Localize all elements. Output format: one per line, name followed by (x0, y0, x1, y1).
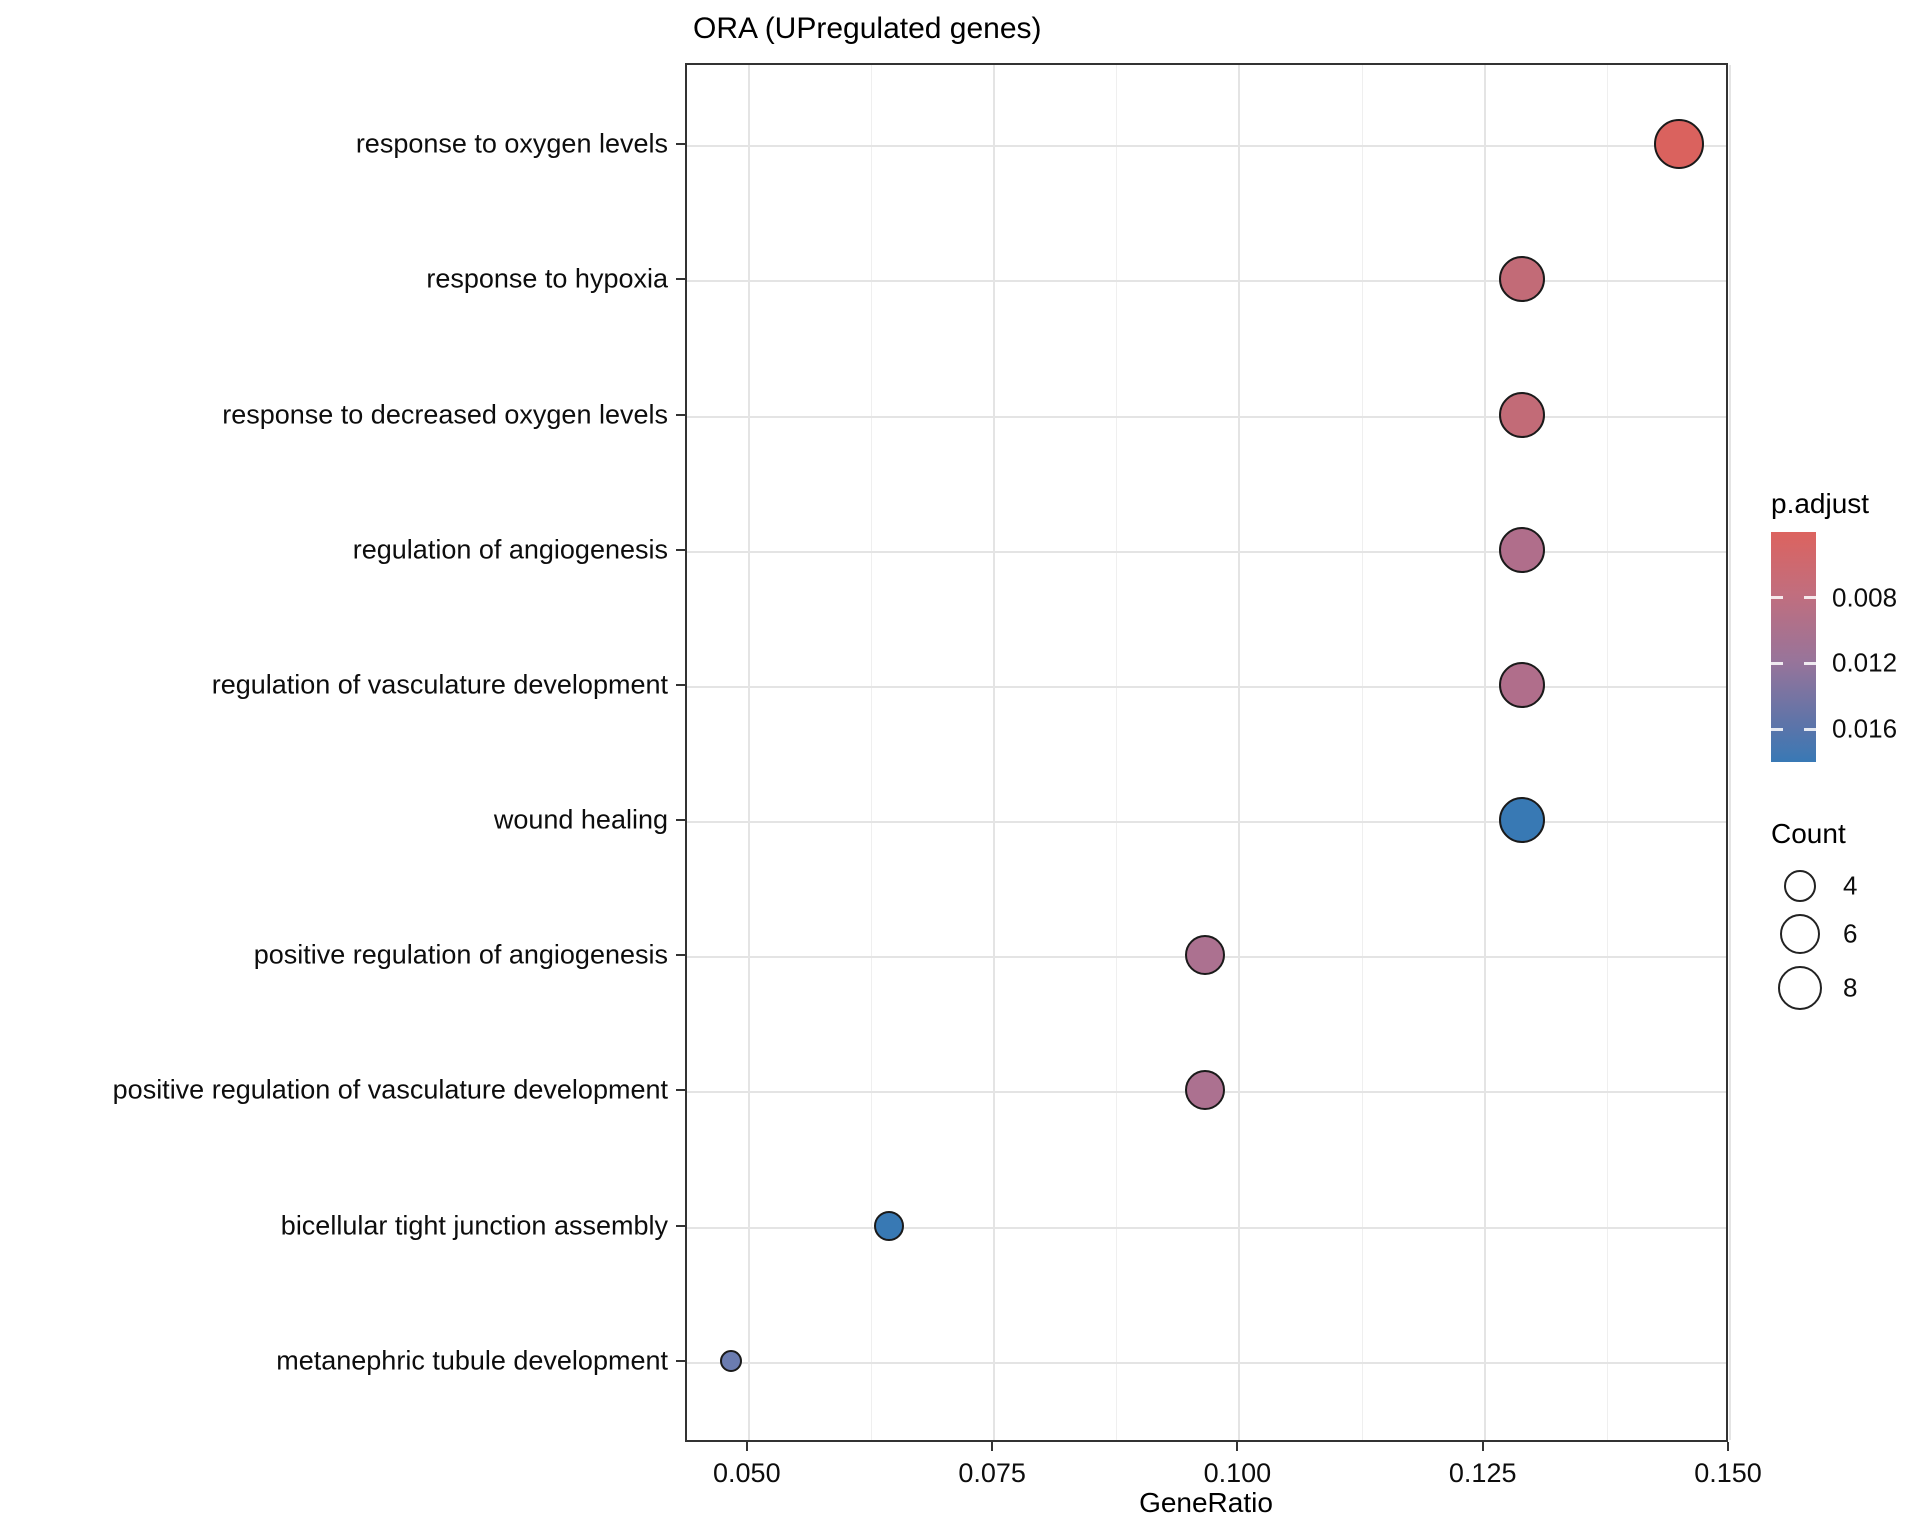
chart-title: ORA (UPregulated genes) (693, 12, 1042, 45)
category-label: regulation of angiogenesis (352, 534, 668, 565)
major-gridline (1483, 65, 1486, 1440)
major-gridline (687, 685, 1726, 688)
colorbar-tick-label: 0.008 (1832, 582, 1898, 613)
plot-panel (685, 63, 1731, 1442)
category-label: bicellular tight junction assembly (280, 1210, 668, 1241)
colorbar-tick (1771, 661, 1783, 665)
x-axis-tick (1236, 1442, 1239, 1451)
data-point (1498, 661, 1545, 708)
category-label: regulation of vasculature development (211, 669, 668, 700)
major-gridline (687, 280, 1726, 283)
major-gridline (993, 65, 996, 1440)
data-point (1498, 391, 1545, 438)
minor-gridline (870, 65, 872, 1440)
colorbar-tick (1804, 661, 1816, 665)
count-legend-label: 8 (1843, 972, 1858, 1003)
minor-gridline (1606, 65, 1608, 1440)
x-tick-label: 0.050 (713, 1458, 781, 1488)
count-legend-circle (1780, 914, 1820, 954)
x-axis-tick (745, 1442, 748, 1451)
category-label: wound healing (493, 804, 668, 835)
data-point (1653, 119, 1704, 170)
major-gridline (687, 415, 1726, 418)
colorbar-tick (1804, 596, 1816, 600)
major-gridline (687, 550, 1726, 553)
major-gridline (1238, 65, 1241, 1440)
count-legend-circle (1784, 870, 1816, 902)
x-tick-label: 0.150 (1694, 1458, 1762, 1488)
size-legend-title: Count (1771, 818, 1846, 849)
data-point (1498, 526, 1545, 573)
minor-gridline (1116, 65, 1118, 1440)
y-axis-tick (676, 278, 685, 281)
y-axis-tick (676, 548, 685, 551)
count-legend-label: 6 (1843, 918, 1858, 949)
colorbar-tick-label: 0.016 (1832, 713, 1898, 744)
category-label: response to hypoxia (426, 263, 668, 294)
major-gridline (747, 65, 750, 1440)
y-axis-tick (676, 683, 685, 686)
count-legend-circle (1778, 966, 1822, 1010)
data-point (720, 1349, 743, 1372)
colorbar-tick (1804, 727, 1816, 731)
y-axis-tick (676, 1089, 685, 1092)
count-legend-label: 4 (1843, 870, 1858, 901)
category-label: positive regulation of angiogenesis (253, 939, 668, 970)
x-axis-title: GeneRatio (1139, 1487, 1273, 1518)
data-point (1185, 935, 1226, 976)
data-point (1498, 797, 1545, 844)
color-legend-title: p.adjust (1771, 488, 1870, 519)
data-point (874, 1210, 905, 1241)
colorbar-tick (1771, 596, 1783, 600)
minor-gridline (1361, 65, 1363, 1440)
category-label: positive regulation of vasculature devel… (112, 1074, 668, 1105)
major-gridline (687, 1226, 1726, 1229)
category-label: response to oxygen levels (355, 128, 668, 159)
y-axis-tick (676, 1359, 685, 1362)
major-gridline (687, 1361, 1726, 1364)
data-point (1498, 256, 1545, 303)
major-gridline (687, 145, 1726, 148)
p-adjust-colorbar (1771, 532, 1816, 762)
y-axis-tick (676, 143, 685, 146)
y-axis-tick (676, 413, 685, 416)
colorbar-tick-label: 0.012 (1832, 647, 1898, 678)
y-axis-tick (676, 1224, 685, 1227)
x-axis-tick (1727, 1442, 1729, 1451)
major-gridline (1729, 65, 1731, 1440)
x-tick-label: 0.075 (958, 1458, 1026, 1488)
x-axis-tick (1481, 1442, 1484, 1451)
major-gridline (687, 821, 1726, 824)
x-tick-label: 0.125 (1448, 1458, 1517, 1488)
x-axis-tick (991, 1442, 994, 1451)
y-axis-tick (676, 954, 685, 957)
y-axis-tick (676, 819, 685, 822)
colorbar-tick (1771, 727, 1783, 731)
category-label: response to decreased oxygen levels (222, 399, 668, 429)
x-tick-label: 0.100 (1203, 1458, 1272, 1488)
data-point (1185, 1070, 1226, 1111)
category-label: metanephric tubule development (276, 1345, 668, 1376)
